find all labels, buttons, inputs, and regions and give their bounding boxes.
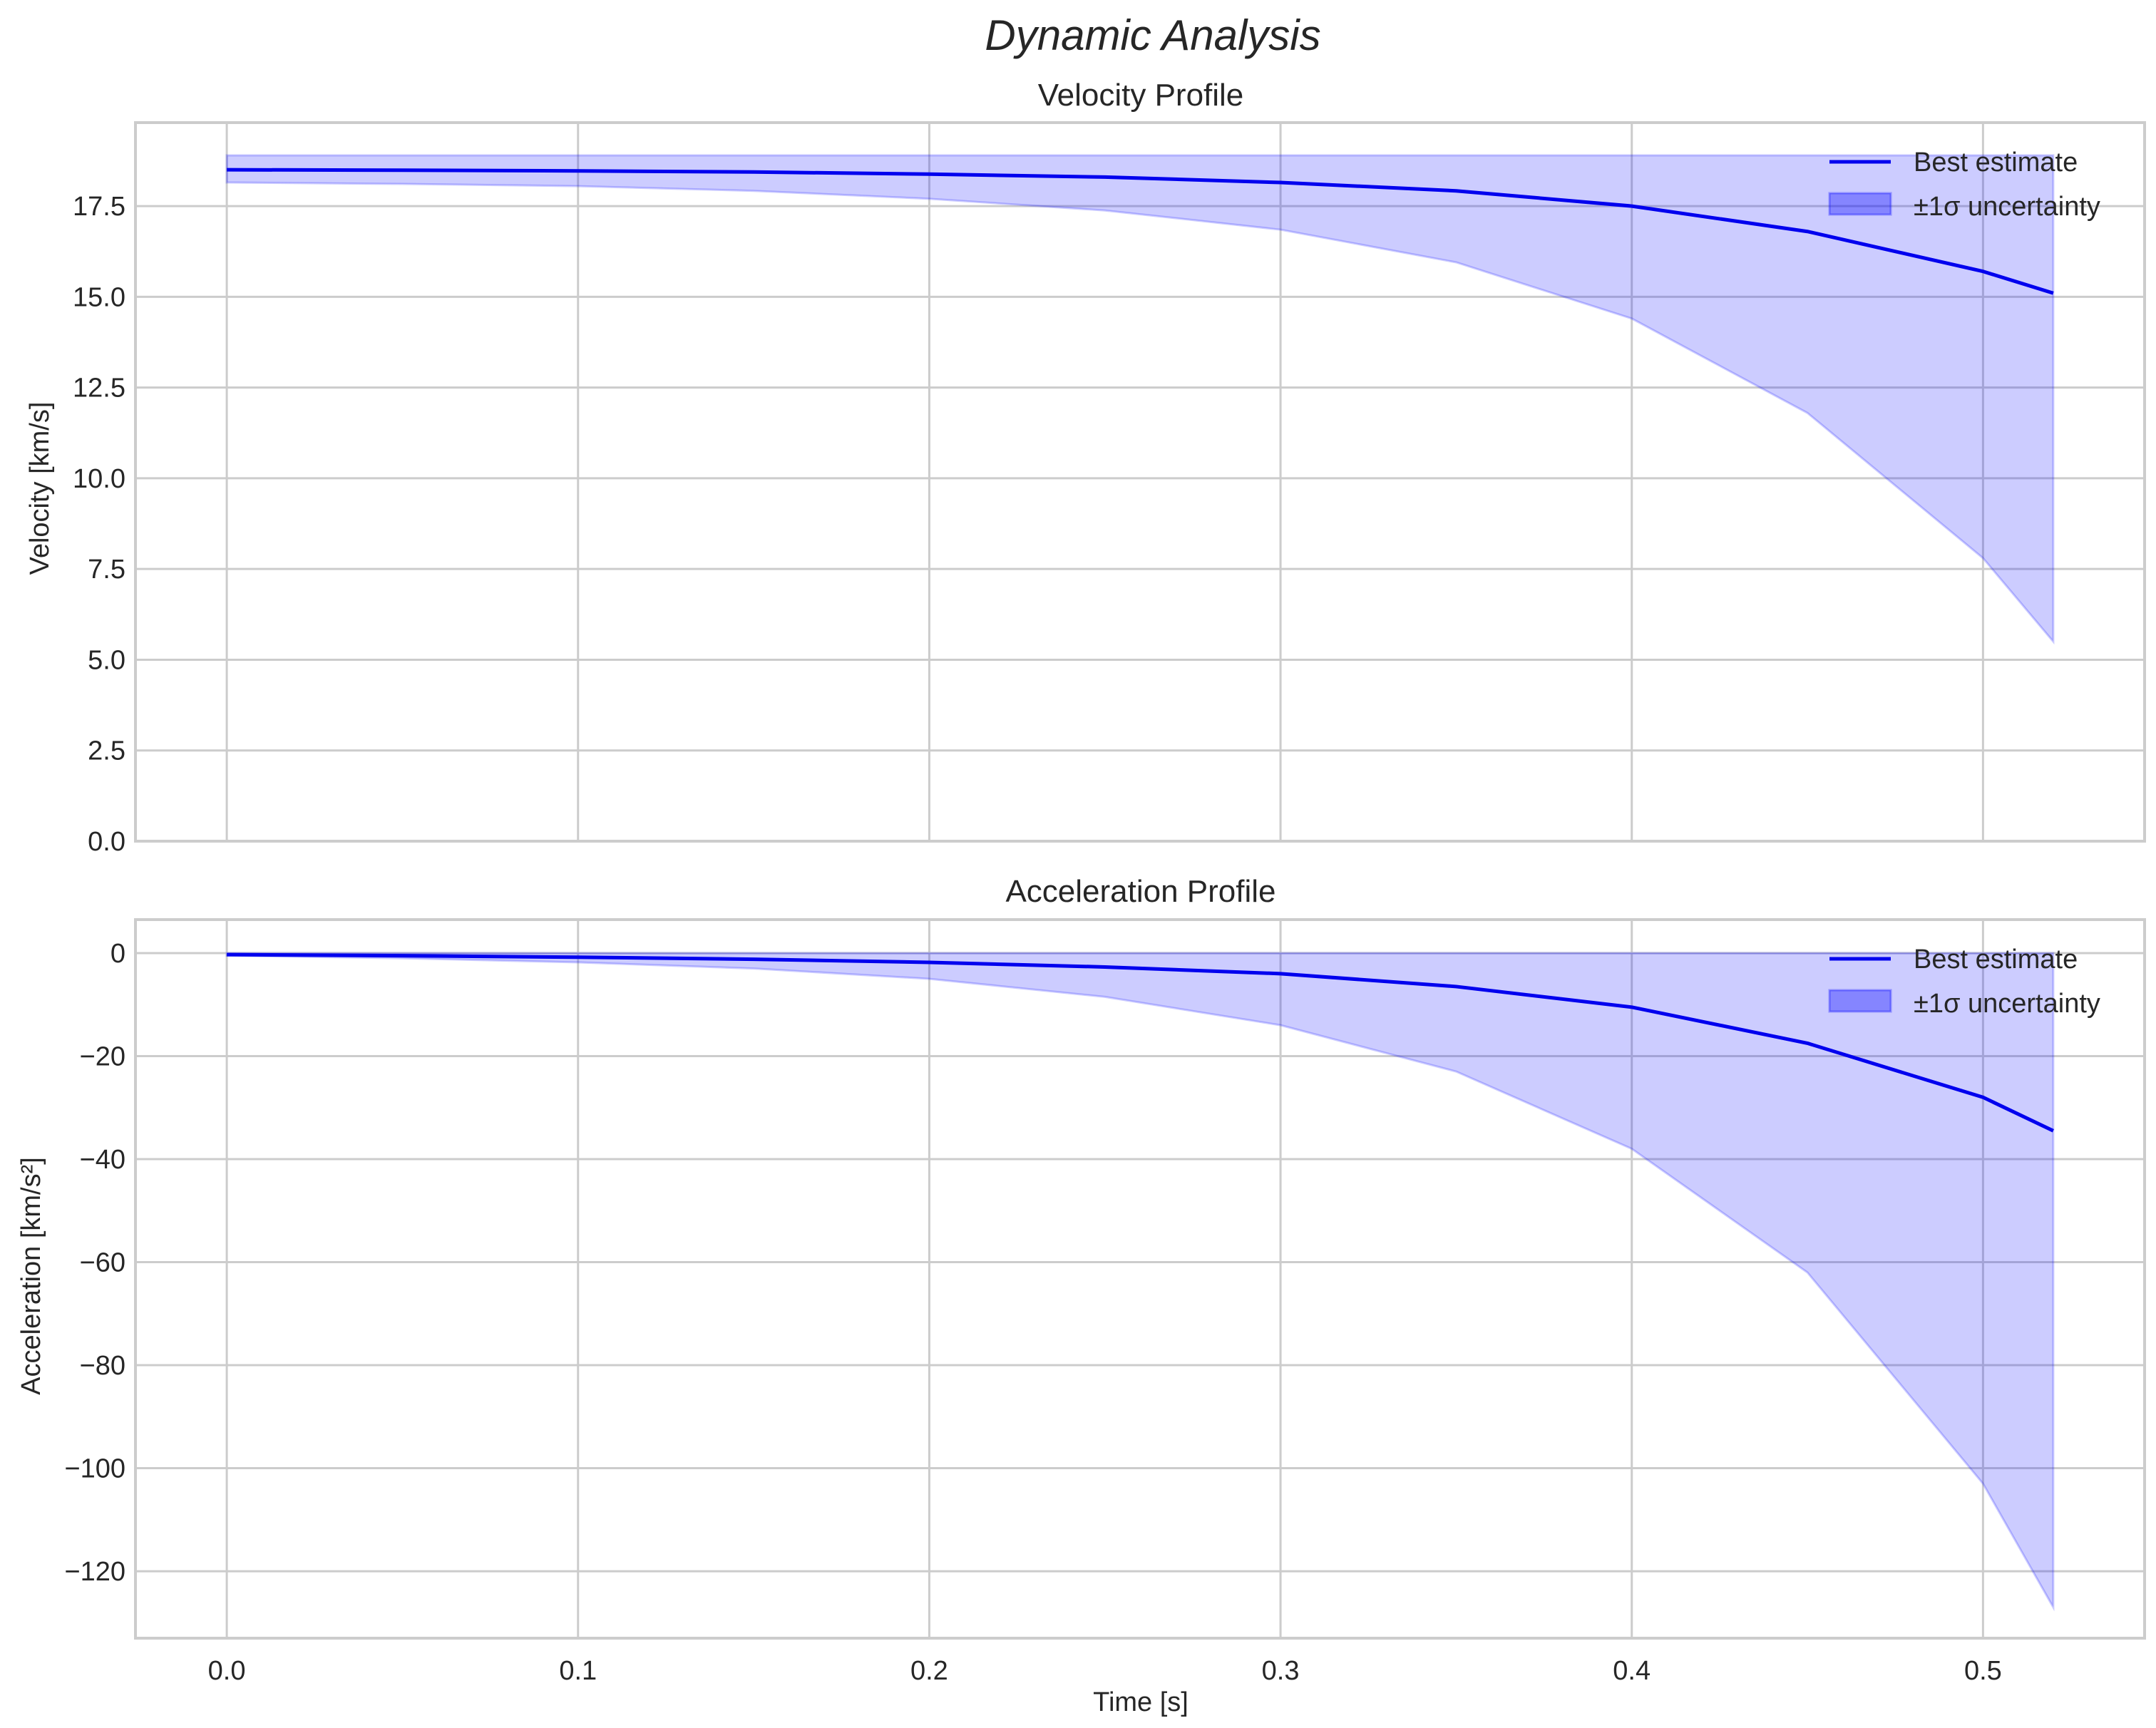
acceleration-panel: Acceleration Profile 0.0 0.1 0.2 0.3 0.4 0.50… [16,874,2146,1717]
y-tick-label: 7.5 [88,555,125,585]
acceleration-axes-frame [134,918,2146,1640]
figure-title: Dynamic Analysis [985,11,1320,59]
y-tick-label: 5.0 [88,645,125,675]
x-tick-label: 0.0 [208,1656,246,1686]
y-tick-label: −120 [64,1557,125,1587]
velocity-axes-frame [134,121,2146,843]
y-tick-label: 15.0 [73,282,125,312]
y-tick-label: 0.0 [88,827,125,857]
acceleration-grid [135,920,2145,1638]
acceleration-tick-labels: 0.0 0.1 0.2 0.3 0.4 0.5 0 −20 −40 −60 −80 −100 −120 [64,939,2001,1686]
acceleration-legend: Best estimate ±1σ uncertainty [1828,945,2100,1019]
y-tick-label: 17.5 [73,192,125,222]
y-tick-label: −100 [64,1454,125,1484]
y-tick-label: −80 [80,1351,125,1381]
acceleration-y-axis-label: Acceleration [km/s²] [16,1157,46,1395]
legend-uncertainty-label: ±1σ uncertainty [1914,192,2100,222]
y-tick-label: 12.5 [73,374,125,403]
y-tick-label: 10.0 [73,464,125,494]
velocity-uncertainty-band [225,154,2055,645]
x-tick-label: 0.3 [1262,1656,1300,1686]
x-axis-label: Time [s] [1093,1687,1189,1717]
velocity-panel-title: Velocity Profile [1038,78,1244,113]
legend-uncertainty-label: ±1σ uncertainty [1914,989,2100,1019]
velocity-y-axis-label: Velocity [km/s] [25,402,55,575]
y-tick-label: −20 [80,1042,125,1071]
velocity-panel: Velocity Profile 0.0 2.5 5.0 7.5 10.0 12.5 15.… [25,78,2146,857]
y-tick-label: 0 [111,939,125,969]
y-tick-label: 2.5 [88,736,125,766]
legend-best-estimate-label: Best estimate [1914,945,2078,974]
legend-band-icon [1828,192,1892,216]
velocity-grid [135,123,2145,843]
x-tick-label: 0.2 [910,1656,948,1686]
legend-best-estimate-label: Best estimate [1914,148,2078,178]
y-tick-label: −60 [80,1248,125,1278]
x-tick-label: 0.5 [1964,1656,2002,1686]
acceleration-best-estimate-line [227,952,2054,1133]
acceleration-uncertainty-band [225,952,2055,1612]
velocity-tick-labels: 0.0 2.5 5.0 7.5 10.0 12.5 15.0 17.5 [73,192,125,857]
velocity-legend: Best estimate ±1σ uncertainty [1828,148,2100,222]
acceleration-panel-title: Acceleration Profile [1005,874,1275,909]
velocity-best-estimate-line [227,168,2054,295]
x-tick-label: 0.4 [1613,1656,1651,1686]
legend-band-icon [1828,989,1892,1013]
x-tick-label: 0.1 [559,1656,597,1686]
y-tick-label: −40 [80,1145,125,1175]
